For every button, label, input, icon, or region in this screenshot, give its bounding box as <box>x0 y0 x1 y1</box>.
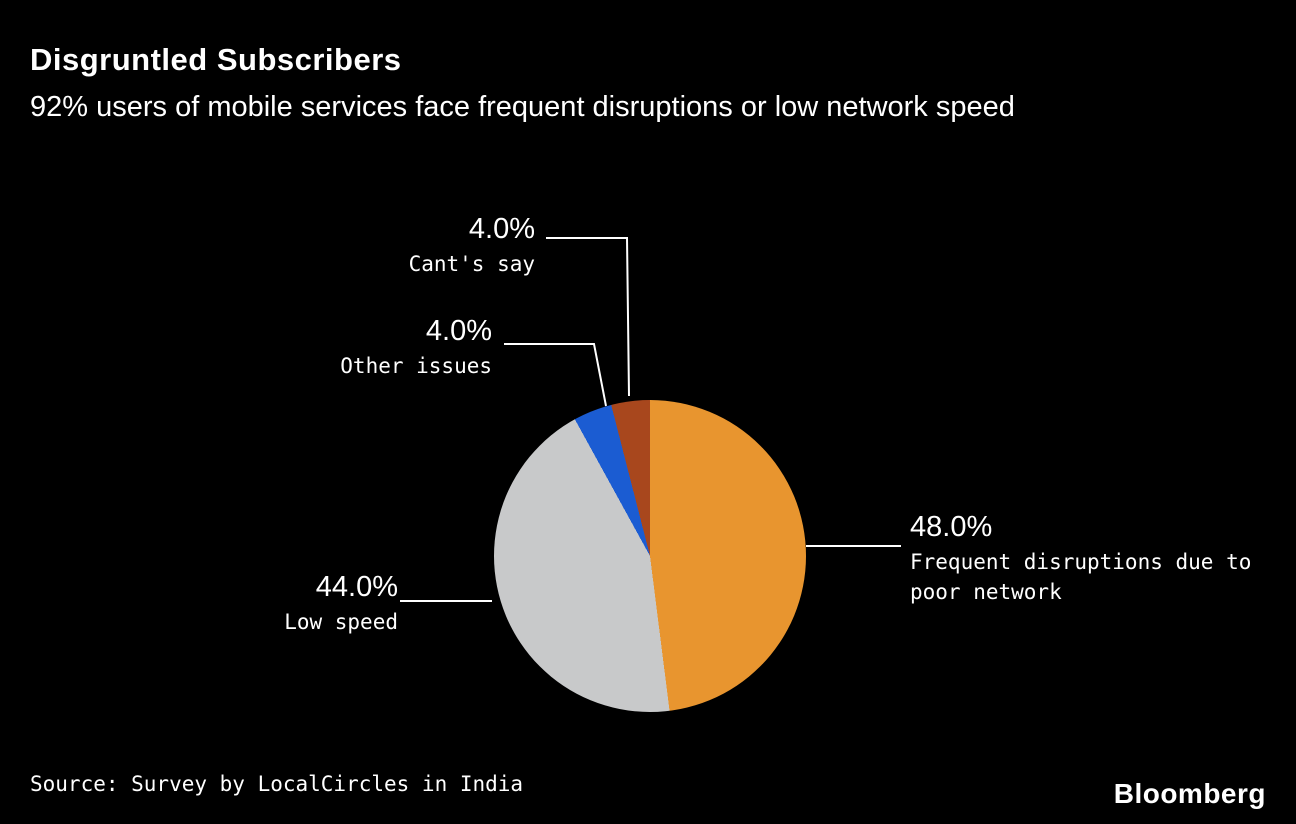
callout-low-speed: 44.0% Low speed <box>284 570 398 637</box>
callout-cants-say-value: 4.0% <box>468 213 535 245</box>
leader-line-cants-say <box>546 237 630 397</box>
callout-frequent-disruptions: 48.0% Frequent disruptions due to poor n… <box>910 510 1296 607</box>
callout-other-issues-label: Other issues <box>340 354 492 378</box>
leader-line-other-issues <box>504 343 607 407</box>
callout-frequent-disruptions-value: 48.0% <box>910 511 993 543</box>
callout-other-issues: 4.0% Other issues <box>340 314 492 381</box>
callout-low-speed-label: Low speed <box>284 610 398 634</box>
pie-chart <box>494 400 806 712</box>
callout-other-issues-value: 4.0% <box>425 315 492 347</box>
source-note: Source: Survey by LocalCircles in India <box>30 772 524 796</box>
bloomberg-logo: Bloomberg <box>1113 778 1266 809</box>
chart-title: Disgruntled Subscribers <box>30 42 402 77</box>
callout-frequent-disruptions-label: Frequent disruptions due to poor network <box>910 550 1252 604</box>
callout-cants-say: 4.0% Cant's say <box>409 212 535 279</box>
chart-subtitle: 92% users of mobile services face freque… <box>30 91 1015 123</box>
callout-low-speed-value: 44.0% <box>315 571 398 603</box>
callout-cants-say-label: Cant's say <box>408 252 535 276</box>
